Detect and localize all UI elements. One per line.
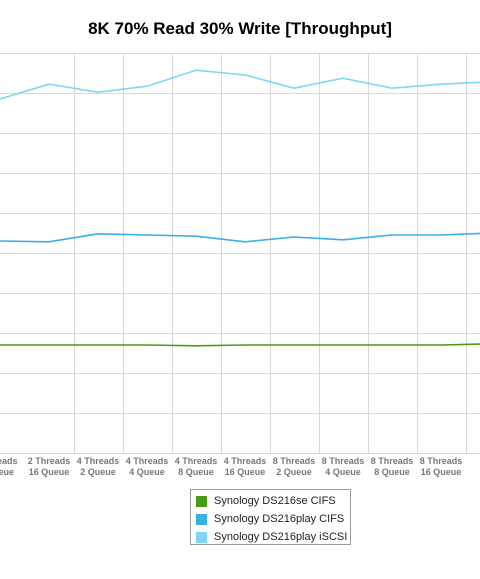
x-tick-line-2: Queue <box>0 467 14 477</box>
legend-item-3: Synology DS216play iSCSI <box>196 528 350 546</box>
x-tick-label: 4 Threads 8 Queue <box>175 456 218 477</box>
x-tick-line-1: Threads <box>0 456 18 466</box>
x-tick-line-2: 16 Queue <box>421 467 462 477</box>
x-tick-line-1: 8 Threads <box>371 456 414 466</box>
series-lines <box>0 69 480 347</box>
series-line-3 <box>0 69 480 100</box>
x-tick-line-1: 4 Threads <box>126 456 169 466</box>
legend-item-2: Synology DS216play CIFS <box>196 510 350 528</box>
x-tick-line-1: 4 Threads <box>175 456 218 466</box>
x-tick-label: 8 Threads 16 Queue <box>420 456 463 477</box>
x-tick-label: 8 Threads 4 Queue <box>322 456 365 477</box>
x-tick-line-2: 4 Queue <box>325 467 361 477</box>
x-tick-line-1: 2 Threads <box>28 456 71 466</box>
legend-swatch <box>196 531 207 543</box>
series-line-2 <box>0 232 480 243</box>
x-tick-line-1: 4 Threads <box>77 456 120 466</box>
legend-label: Synology DS216se CIFS <box>214 495 336 507</box>
x-tick-line-1: 8 Threads <box>420 456 463 466</box>
x-tick-line-2: 8 Queue <box>178 467 214 477</box>
x-tick-line-1: 8 Threads <box>273 456 316 466</box>
chart-title: 8K 70% Read 30% Write [Throughput] <box>88 19 392 38</box>
series-line-1 <box>0 343 480 347</box>
x-tick-line-2: 2 Queue <box>80 467 116 477</box>
x-tick-line-2: 8 Queue <box>374 467 410 477</box>
x-tick-line-2: 16 Queue <box>29 467 70 477</box>
x-tick-label: 2 Threads 16 Queue <box>28 456 71 477</box>
legend-label: Synology DS216play iSCSI <box>214 531 348 543</box>
x-tick-line-1: 4 Threads <box>224 456 267 466</box>
x-tick-label: 8 Threads 2 Queue <box>273 456 316 477</box>
legend-swatch <box>196 513 207 525</box>
x-tick-label: 4 Threads 16 Queue <box>224 456 267 477</box>
legend-label: Synology DS216play CIFS <box>214 513 345 525</box>
legend-swatch <box>196 495 207 507</box>
x-tick-line-1: 8 Threads <box>322 456 365 466</box>
x-tick-label: ThreadsQueue <box>0 456 18 477</box>
x-tick-line-2: 4 Queue <box>129 467 165 477</box>
x-tick-line-2: 2 Queue <box>276 467 312 477</box>
x-tick-line-2: 16 Queue <box>225 467 266 477</box>
gridlines <box>0 53 480 454</box>
x-tick-label: 4 Threads 2 Queue <box>77 456 120 477</box>
x-tick-label: 4 Threads 4 Queue <box>126 456 169 477</box>
legend: Synology DS216se CIFS Synology DS216play … <box>190 489 351 545</box>
x-tick-label: 8 Threads 8 Queue <box>371 456 414 477</box>
legend-item-1: Synology DS216se CIFS <box>196 492 350 510</box>
